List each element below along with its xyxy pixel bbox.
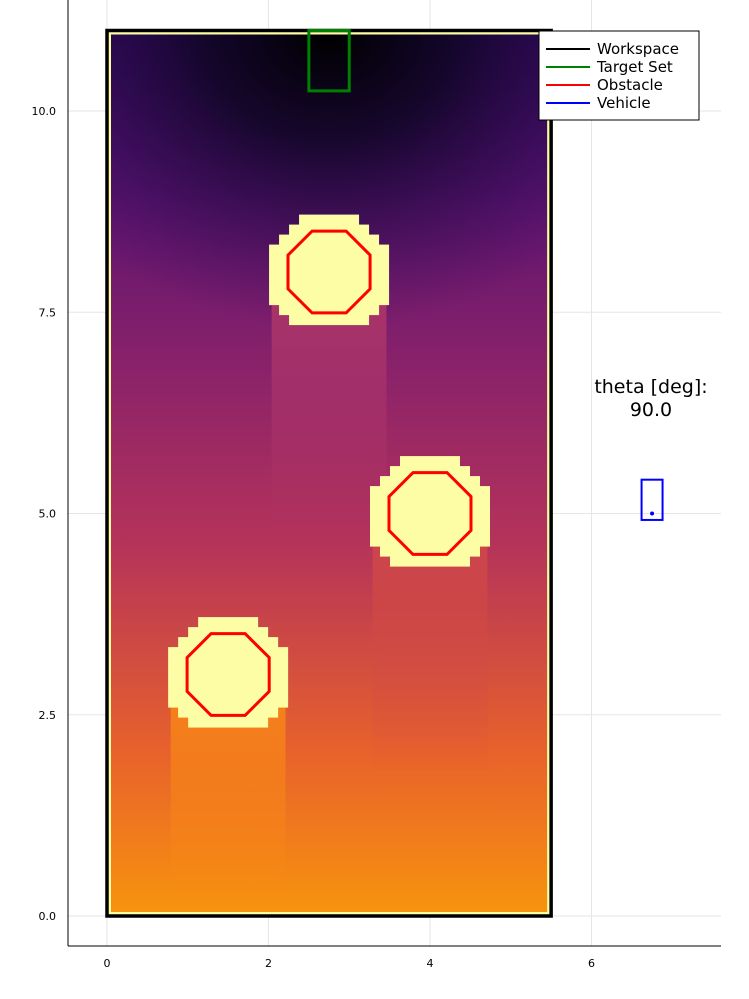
plot-layers [105, 28, 664, 918]
avoid-set-cell [279, 304, 380, 316]
avoid-set-cell [370, 516, 490, 527]
avoid-set-cell [269, 244, 390, 256]
avoid-set-cell [269, 284, 390, 296]
value-heatmap [107, 30, 552, 916]
legend-box [538, 30, 700, 121]
avoid-set-cell [380, 546, 480, 557]
obstacle-outline [286, 229, 372, 315]
y-tick-labels: 0.0 2.5 5.0 7.5 10.0 [32, 105, 57, 923]
theta-label: theta [deg]: [594, 376, 707, 398]
y-tick-label: 0.0 [39, 910, 57, 923]
avoid-set-cell [370, 526, 490, 537]
avoid-set-cell [370, 506, 490, 517]
legend-label: Target Set [596, 58, 673, 76]
avoid-set-cell [168, 677, 289, 688]
avoid-set-cell [289, 314, 370, 326]
avoid-set-cell [168, 667, 289, 678]
avoid-set-cell [279, 234, 380, 246]
avoid-set-cell [168, 657, 289, 668]
theta-value: 90.0 [630, 399, 672, 421]
avoid-set-cell [269, 254, 390, 266]
avoid-set-cell [198, 617, 259, 628]
target-set-outline [307, 29, 351, 93]
x-tick-label: 6 [588, 957, 595, 970]
avoid-set-cell [168, 687, 289, 698]
avoid-set-cell [168, 697, 289, 708]
avoid-set-cell [168, 647, 289, 658]
avoid-set-cell [370, 536, 490, 547]
avoid-set-cell [380, 476, 480, 487]
avoid-set-cell [188, 717, 269, 728]
legend-label: Obstacle [597, 76, 663, 94]
vehicle-outline [640, 478, 664, 521]
avoid-set-cell [269, 264, 390, 276]
x-tick-label: 2 [265, 957, 272, 970]
obstacle-outline [387, 471, 473, 556]
avoid-set-cell [178, 707, 279, 718]
avoid-set-cell [370, 496, 490, 507]
avoid-set-cell [269, 274, 390, 286]
y-tick-label: 7.5 [39, 306, 57, 319]
y-tick-label: 5.0 [39, 508, 57, 521]
avoid-set-cell [299, 214, 360, 226]
y-tick-label: 2.5 [39, 709, 57, 722]
legend-label: Workspace [597, 40, 679, 58]
x-tick-label: 4 [427, 957, 434, 970]
vehicle-center-point [650, 511, 655, 516]
avoid-set-cell [178, 637, 279, 648]
x-tick-labels: 0 2 4 6 [104, 957, 596, 970]
avoid-set-cell [269, 294, 390, 306]
avoid-set-cell [390, 556, 470, 567]
obstacle-outline [185, 632, 271, 717]
avoid-set-cell [370, 486, 490, 497]
avoid-set-cell [400, 456, 460, 467]
y-tick-label: 10.0 [32, 105, 57, 118]
legend-label: Vehicle [597, 94, 651, 112]
x-tick-label: 0 [104, 957, 111, 970]
